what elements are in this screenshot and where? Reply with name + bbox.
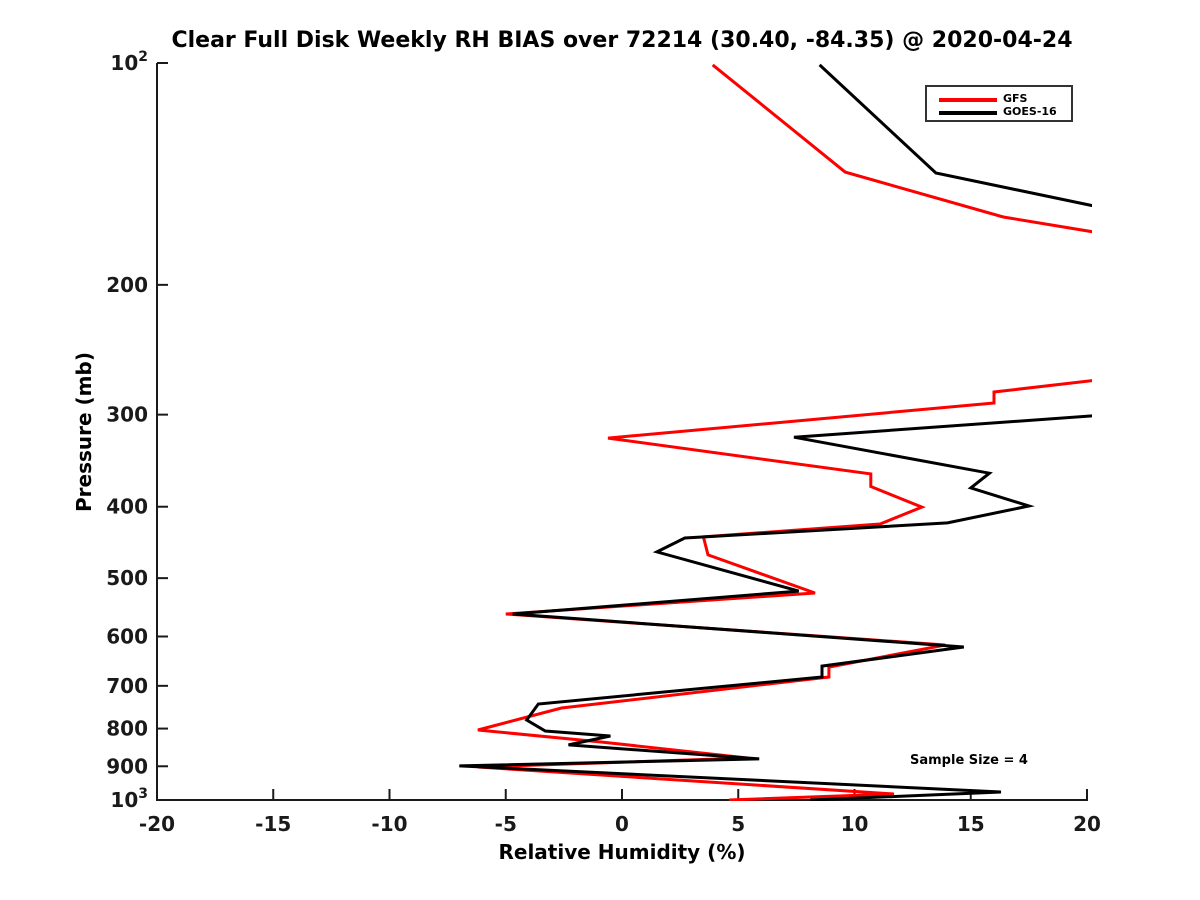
y-tick-label: 500 (106, 566, 148, 590)
x-tick-label: 5 (731, 812, 745, 836)
y-tick-label: 300 (106, 403, 148, 427)
chart-title: Clear Full Disk Weekly RH BIAS over 7221… (171, 28, 1073, 53)
x-tick-label: -15 (255, 812, 291, 836)
legend-entry-goes16: GOES-16 (927, 105, 1071, 119)
x-tick-label: 20 (1073, 812, 1101, 836)
x-tick-label: 15 (957, 812, 985, 836)
legend-label-goes16: GOES-16 (1003, 105, 1057, 118)
y-tick-label: 800 (106, 717, 148, 741)
y-tick-label: 103 (110, 786, 148, 812)
legend-label-gfs: GFS (1003, 92, 1028, 105)
y-tick-label: 200 (106, 273, 148, 297)
legend: GFS GOES-16 (925, 85, 1073, 122)
y-tick-label: 600 (106, 624, 148, 648)
goes16-line-swatch (939, 111, 997, 115)
x-tick-label: -20 (139, 812, 175, 836)
series-line-goes-16 (818, 63, 1092, 208)
x-axis-label: Relative Humidity (%) (498, 840, 746, 864)
series-line-goes-16 (459, 414, 1092, 801)
y-tick-label: 400 (106, 495, 148, 519)
y-tick-label: 700 (106, 674, 148, 698)
series-group (459, 63, 1092, 801)
sample-size-annotation: Sample Size = 4 (910, 753, 1028, 768)
series-line-gfs (711, 63, 1092, 234)
x-tick-label: -10 (371, 812, 407, 836)
gfs-line-swatch (939, 98, 997, 102)
x-tick-label: 0 (615, 812, 629, 836)
x-tick-label: -5 (495, 812, 517, 836)
legend-entry-gfs: GFS (927, 92, 1071, 106)
y-tick-label: 102 (110, 49, 148, 75)
x-tick-label: 10 (841, 812, 869, 836)
y-tick-label: 900 (106, 754, 148, 778)
